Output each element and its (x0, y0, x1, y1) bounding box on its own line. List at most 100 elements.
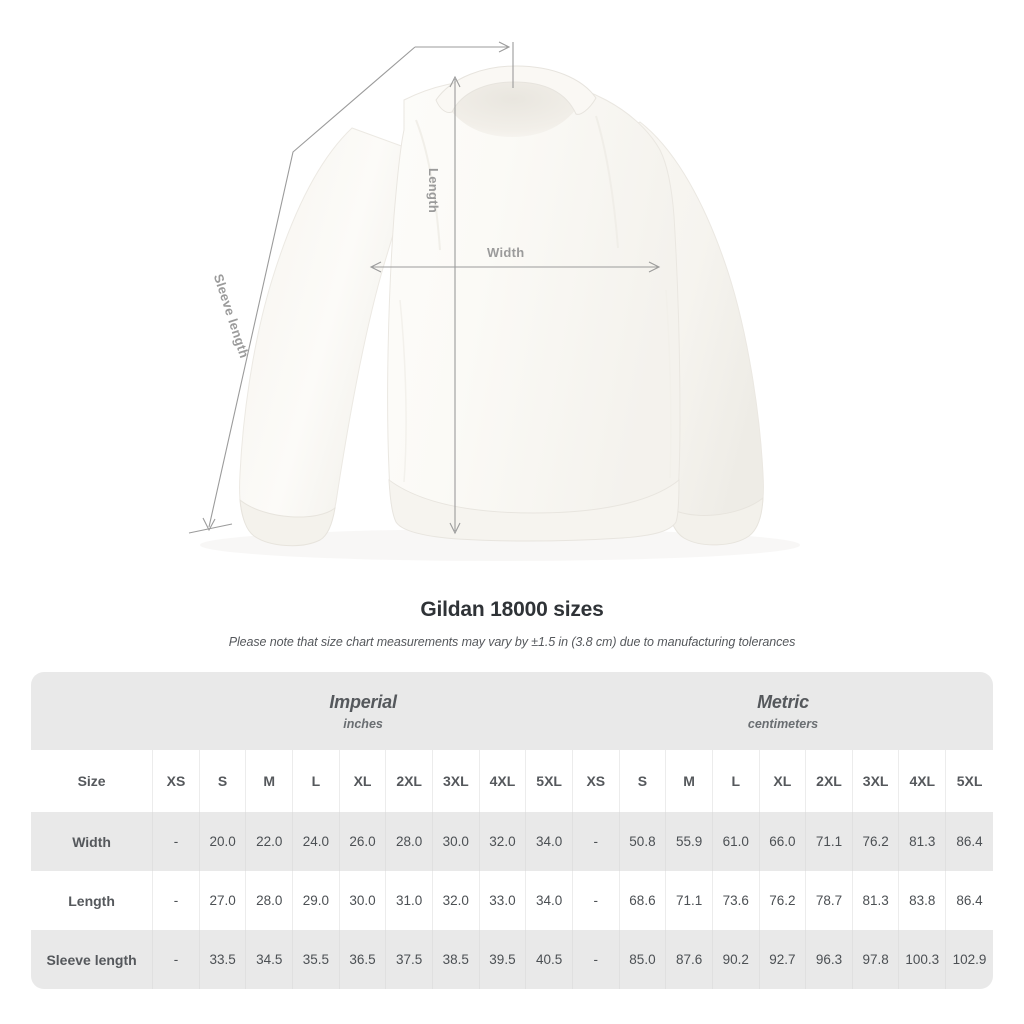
sleeve-length-line (208, 46, 416, 528)
header-size-metric-l: L (712, 750, 760, 812)
unit-banner-spacer (31, 672, 154, 750)
cell-length-imperial-l: 29.0 (293, 871, 340, 930)
cell-sleeve-length-metric-xs: - (572, 930, 620, 989)
width-arrow-right (648, 261, 661, 273)
cell-width-imperial-5xl: 34.0 (526, 812, 573, 871)
cell-length-metric-5xl: 86.4 (946, 871, 993, 930)
header-size-imperial-3xl: 3XL (432, 750, 480, 812)
cell-width-metric-m: 55.9 (666, 812, 713, 871)
size-table-container: Imperial inches Metric centimeters Size … (31, 672, 993, 989)
cell-sleeve-length-metric-4xl: 100.3 (899, 930, 947, 989)
cell-sleeve-length-metric-3xl: 97.8 (852, 930, 900, 989)
cell-length-metric-s: 68.6 (619, 871, 667, 930)
top-leader-arrow (498, 41, 511, 53)
header-size-label: Size (31, 750, 154, 812)
size-header-row: Size XS S M L XL 2XL 3XL 4XL 5XL XS S M L XL 2XL 3XL 4XL… (31, 750, 993, 812)
cell-width-imperial-3xl: 30.0 (432, 812, 480, 871)
cell-width-imperial-xs: - (153, 812, 200, 871)
cell-length-imperial-m: 28.0 (246, 871, 294, 930)
header-size-metric-xl: XL (759, 750, 807, 812)
left-cuff (239, 498, 336, 547)
cell-sleeve-length-imperial-m: 34.5 (246, 930, 294, 989)
unit-imperial-sub: inches (343, 716, 383, 731)
cell-width-imperial-xl: 26.0 (339, 812, 387, 871)
header-size-metric-m: M (666, 750, 713, 812)
table-head: Imperial inches Metric centimeters Size … (31, 672, 993, 812)
cell-sleeve-length-imperial-s: 33.5 (199, 930, 247, 989)
cell-width-imperial-s: 20.0 (199, 812, 247, 871)
header-size-imperial-5xl: 5XL (526, 750, 573, 812)
header-size-imperial-m: M (246, 750, 294, 812)
cell-width-imperial-l: 24.0 (293, 812, 340, 871)
cell-sleeve-length-metric-5xl: 102.9 (946, 930, 993, 989)
cell-length-metric-4xl: 83.8 (899, 871, 947, 930)
header-size-imperial-xl: XL (339, 750, 387, 812)
row-label-length: Length (31, 871, 154, 930)
header-size-metric-2xl: 2XL (806, 750, 853, 812)
cell-length-imperial-4xl: 33.0 (479, 871, 527, 930)
unit-metric-sub: centimeters (747, 716, 819, 731)
cell-width-metric-5xl: 86.4 (946, 812, 993, 871)
sleeve-end-tick (188, 523, 233, 534)
header-size-metric-5xl: 5XL (946, 750, 993, 812)
table-row: Width -20.0 22.0 24.0 26.0 28.0 30.0 32.0 34.0-5… (31, 812, 993, 871)
body-fold-left (399, 299, 407, 483)
cell-sleeve-length-imperial-xs: - (153, 930, 200, 989)
cell-length-metric-m: 71.1 (666, 871, 713, 930)
title-block: Gildan 18000 sizes Please note that size… (0, 598, 1024, 649)
cell-sleeve-length-imperial-5xl: 40.5 (526, 930, 573, 989)
cell-sleeve-length-imperial-l: 35.5 (293, 930, 340, 989)
size-chart-table: Imperial inches Metric centimeters Size … (31, 672, 993, 989)
cell-length-metric-3xl: 81.3 (852, 871, 900, 930)
table-row: Sleeve length -33.5 34.5 35.5 36.5 37.5 38.5 39… (31, 930, 993, 989)
cell-sleeve-length-metric-s: 85.0 (619, 930, 667, 989)
header-size-imperial-s: S (199, 750, 247, 812)
table-body: Width -20.0 22.0 24.0 26.0 28.0 30.0 32.0 34.0-5… (31, 812, 993, 989)
cell-width-metric-xs: - (572, 812, 620, 871)
unit-banner-metric: Metric centimeters (572, 672, 993, 750)
sweatshirt-body (387, 78, 681, 541)
row-label-sleeve-length: Sleeve length (31, 930, 154, 989)
length-dimension-label: Length (426, 168, 441, 214)
cell-length-metric-xl: 76.2 (759, 871, 807, 930)
bottom-hem (388, 478, 680, 542)
garment-shadow (200, 529, 800, 561)
right-cuff (666, 496, 764, 546)
cell-length-imperial-xs: - (153, 871, 200, 930)
cell-length-metric-xs: - (572, 871, 620, 930)
width-arrow-left (369, 261, 382, 273)
measurement-annotations (188, 41, 661, 535)
page-title: Gildan 18000 sizes (420, 598, 604, 621)
body-fold-right (665, 289, 672, 479)
sleeve-arrow-bottom (202, 517, 216, 532)
header-size-metric-4xl: 4XL (899, 750, 947, 812)
cell-sleeve-length-imperial-4xl: 39.5 (479, 930, 527, 989)
cell-length-imperial-2xl: 31.0 (386, 871, 433, 930)
header-size-metric-xs: XS (572, 750, 620, 812)
header-size-metric-s: S (619, 750, 667, 812)
cell-width-metric-3xl: 76.2 (852, 812, 900, 871)
cell-length-imperial-5xl: 34.0 (526, 871, 573, 930)
cell-width-metric-xl: 66.0 (759, 812, 807, 871)
cell-sleeve-length-imperial-3xl: 38.5 (432, 930, 480, 989)
unit-banner-row: Imperial inches Metric centimeters (31, 672, 993, 750)
left-shoulder-seam (415, 119, 441, 251)
cell-width-metric-4xl: 81.3 (899, 812, 947, 871)
cell-width-imperial-m: 22.0 (246, 812, 294, 871)
tolerance-note: Please note that size chart measurements… (228, 635, 796, 649)
width-dimension-label: Width (487, 245, 525, 260)
header-size-imperial-4xl: 4XL (479, 750, 527, 812)
collar-rib (435, 65, 597, 115)
cell-sleeve-length-metric-xl: 92.7 (759, 930, 807, 989)
neck-opening (441, 78, 586, 137)
cell-length-imperial-xl: 30.0 (339, 871, 387, 930)
cell-length-imperial-s: 27.0 (199, 871, 247, 930)
cell-sleeve-length-imperial-2xl: 37.5 (386, 930, 433, 989)
cell-length-imperial-3xl: 32.0 (432, 871, 480, 930)
cell-length-metric-l: 73.6 (712, 871, 760, 930)
header-size-imperial-l: L (293, 750, 340, 812)
length-arrow-top (449, 75, 461, 88)
cell-width-imperial-2xl: 28.0 (386, 812, 433, 871)
unit-imperial-name: Imperial (329, 691, 397, 712)
